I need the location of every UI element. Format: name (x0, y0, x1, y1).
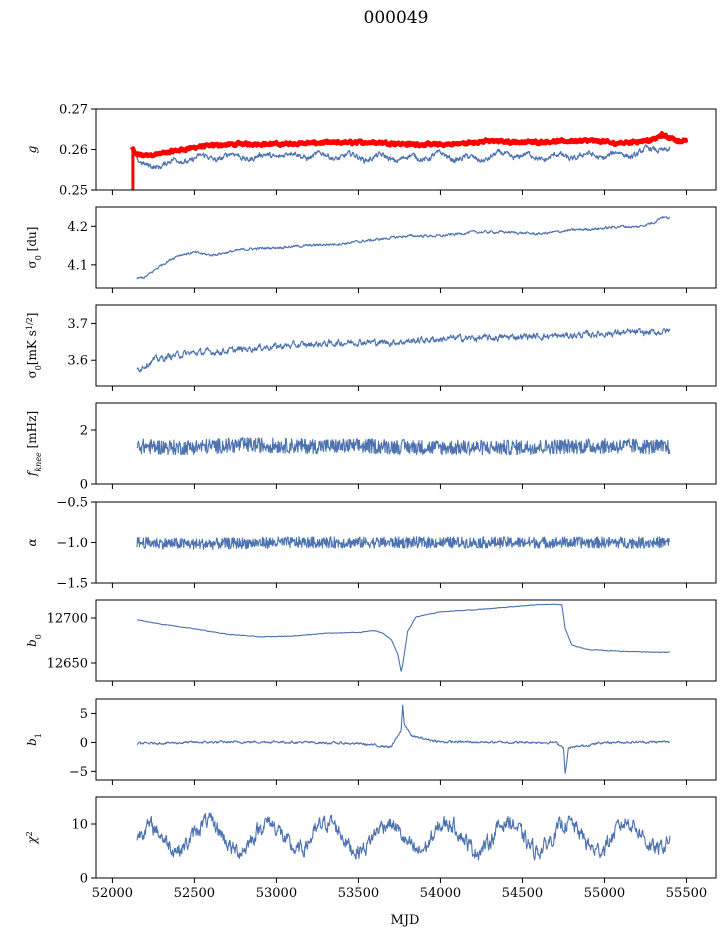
y-axis-label: χ2 (25, 831, 40, 844)
series-line (136, 704, 670, 774)
x-tick-label: 52000 (92, 886, 133, 901)
x-tick-label: 55000 (584, 886, 625, 901)
y-tick-label: 3.6 (67, 354, 88, 369)
panel-alpha: −1.5 −1.0 −0.5 α (25, 496, 717, 592)
panel-chi2: 0 10 52000 52500 53000 53500 54000 54500 55000 55… (25, 796, 717, 901)
series-line (136, 436, 671, 456)
y-tick-label: 12650 (47, 657, 88, 672)
y-axis-label: b1 (25, 733, 43, 746)
series-line (136, 536, 671, 551)
y-tick-label: 5 (80, 707, 88, 722)
x-tick-label: 52500 (174, 886, 215, 901)
y-tick-label: −5 (69, 765, 88, 780)
y-tick-label: −1.5 (56, 577, 88, 592)
y-tick-label: 3.7 (67, 317, 88, 332)
y-tick-label: 4.1 (67, 258, 88, 273)
y-tick-label: 0.25 (59, 184, 88, 199)
y-tick-label: 12700 (47, 612, 88, 627)
y-axis-label: fknee [mHz] (25, 411, 43, 477)
axes-frame (95, 206, 717, 289)
panel-b0: 12650 12700 b0 (25, 599, 717, 686)
y-tick-label: 0.26 (59, 143, 88, 158)
series-line (136, 144, 671, 170)
series-line (136, 216, 671, 280)
panel-g: 0.25 0.26 0.27 g (25, 103, 717, 199)
panel-f-knee: 0 2 fknee [mHz] (25, 402, 717, 493)
x-tick-label: 54000 (420, 886, 461, 901)
y-axis-label: σ0[mK s1/2] (25, 313, 43, 379)
y-tick-label: 0 (80, 736, 88, 751)
panel-sigma0-mk: 3.6 3.7 σ0[mK s1/2] (25, 304, 717, 391)
y-axis-label: σ0 [du] (25, 227, 43, 269)
x-tick-label: 54500 (502, 886, 543, 901)
y-tick-label: 0 (80, 478, 88, 493)
y-axis-label: g (25, 145, 39, 153)
y-axis-label: α (25, 538, 39, 546)
x-tick-label: 55500 (666, 886, 707, 901)
series-line (130, 131, 689, 159)
y-tick-label: −1.0 (56, 536, 88, 551)
y-tick-label: −0.5 (56, 496, 88, 511)
figure-title: 000049 (364, 8, 429, 28)
panel-b1: −5 0 5 b1 (25, 698, 717, 785)
y-tick-label: 4.2 (67, 220, 88, 235)
series-line (136, 327, 671, 373)
y-tick-label: 0.27 (59, 103, 88, 118)
chart-panels: 0.25 0.26 0.27 g 4.1 4.2 σ0 [du] 3.6 3.7 σ0[mK s1… (25, 103, 717, 901)
y-axis-label: b0 (25, 634, 43, 647)
y-tick-label: 0 (80, 872, 88, 887)
x-tick-label: 53000 (256, 886, 297, 901)
axes-frame (95, 304, 717, 387)
y-tick-label: 2 (80, 424, 88, 439)
series-line (136, 812, 671, 861)
axes-frame (95, 402, 717, 485)
y-tick-label: 10 (71, 818, 88, 833)
series-line (136, 603, 671, 672)
panel-sigma0-du: 4.1 4.2 σ0 [du] (25, 206, 717, 293)
x-axis-label: MJD (391, 913, 420, 928)
axes-frame (95, 796, 717, 879)
x-tick-label: 53500 (338, 886, 379, 901)
axes-frame (95, 599, 717, 682)
axes-frame (95, 698, 717, 781)
